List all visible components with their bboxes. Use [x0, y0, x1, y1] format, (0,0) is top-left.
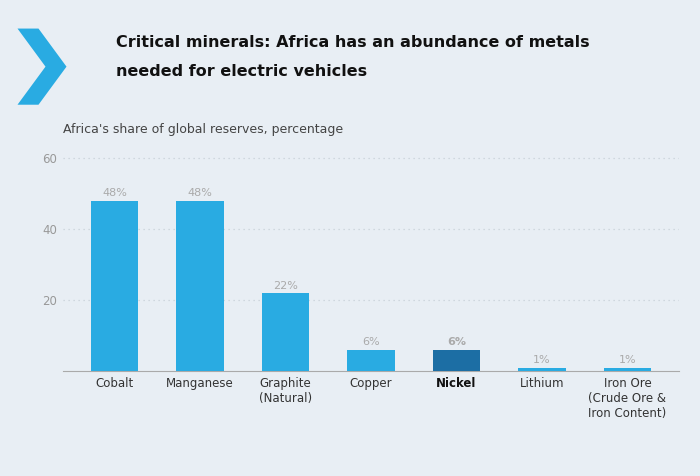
Bar: [91, 201, 138, 371]
Text: needed for electric vehicles: needed for electric vehicles: [116, 63, 367, 79]
Text: Africa's share of global reserves, percentage: Africa's share of global reserves, perce…: [63, 123, 343, 136]
Text: 1%: 1%: [533, 355, 551, 365]
Text: 48%: 48%: [102, 188, 127, 198]
Text: 22%: 22%: [273, 281, 298, 291]
Text: 48%: 48%: [188, 188, 212, 198]
Text: Critical minerals: Africa has an abundance of metals: Critical minerals: Africa has an abundan…: [116, 35, 589, 50]
Bar: [604, 368, 651, 371]
Text: 6%: 6%: [447, 337, 466, 347]
Bar: [262, 293, 309, 371]
Bar: [347, 350, 395, 371]
Text: 1%: 1%: [619, 355, 636, 365]
Text: 6%: 6%: [362, 337, 380, 347]
Bar: [519, 368, 566, 371]
Bar: [176, 201, 223, 371]
Bar: [433, 350, 480, 371]
